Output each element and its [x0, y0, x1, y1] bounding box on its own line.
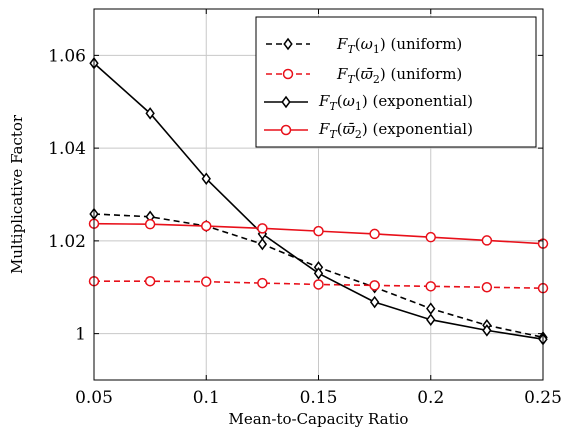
x-tick-label: 0.05 [75, 388, 113, 408]
y-tick-label: 1.06 [48, 46, 86, 66]
legend-entry-3: FT(ω1) (exponential) [318, 92, 473, 113]
data-point [426, 313, 436, 326]
legend-box [255, 16, 537, 148]
data-point [201, 172, 211, 185]
data-point [425, 281, 436, 292]
x-tick-label: 0.15 [300, 388, 338, 408]
data-point [369, 295, 380, 309]
data-point [313, 279, 324, 290]
data-point [144, 218, 156, 230]
legend-marker-2 [282, 68, 294, 80]
data-point [313, 267, 324, 280]
data-point [201, 220, 212, 232]
data-point [481, 235, 493, 246]
data-point [482, 324, 492, 337]
x-tick-label: 0.25 [524, 388, 561, 408]
axis-ticks: 0.05 0.1 0.15 0.2 0.25 1 1.02 1.04 1.06 [48, 9, 561, 408]
y-axis-label: Multiplicative Factor [8, 114, 26, 274]
series-4 [88, 218, 549, 249]
legend-entry-2: FT(ϖ̄2) (uniform) [336, 65, 462, 86]
x-tick-label: 0.2 [417, 388, 444, 408]
data-point [201, 276, 212, 287]
legend: FT(ω1) (uniform) FT(ϖ̄2) (uniform) FT(ω1… [255, 16, 537, 148]
data-point [426, 302, 436, 315]
data-point [257, 223, 268, 234]
series-3 [89, 57, 548, 346]
data-point [145, 107, 155, 120]
legend-marker-1 [283, 37, 293, 51]
data-point [369, 228, 380, 240]
data-point [369, 280, 380, 291]
plot-series [88, 57, 549, 346]
data-point [144, 275, 156, 287]
x-tick-label: 0.1 [193, 388, 220, 408]
y-tick-label: 1 [75, 325, 86, 345]
legend-entry-4: FT(ϖ̄2) (exponential) [318, 120, 473, 141]
legend-entry-1: FT(ω1) (uniform) [336, 35, 462, 56]
data-point [257, 277, 268, 289]
legend-marker-4 [280, 124, 292, 136]
y-tick-label: 1.04 [48, 139, 86, 159]
legend-symbols [264, 37, 310, 136]
x-axis-label: Mean-to-Capacity Ratio [229, 410, 409, 428]
data-point [257, 237, 268, 251]
data-point [481, 282, 493, 293]
y-tick-label: 1.02 [48, 232, 86, 252]
data-point [313, 225, 324, 237]
data-point [425, 231, 436, 243]
legend-marker-3 [281, 95, 291, 109]
